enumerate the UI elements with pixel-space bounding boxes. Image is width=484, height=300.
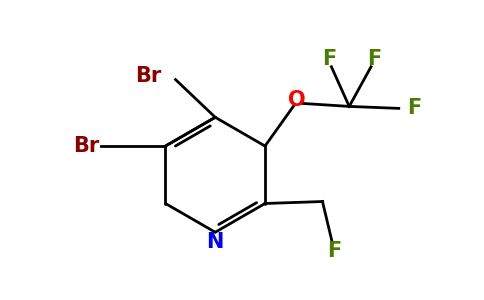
Text: F: F — [327, 241, 342, 261]
Text: F: F — [322, 49, 336, 69]
Text: N: N — [207, 232, 224, 252]
Text: F: F — [367, 49, 381, 69]
Text: Br: Br — [136, 66, 162, 86]
Text: Br: Br — [73, 136, 99, 156]
Text: F: F — [407, 98, 421, 118]
Text: O: O — [288, 91, 305, 110]
